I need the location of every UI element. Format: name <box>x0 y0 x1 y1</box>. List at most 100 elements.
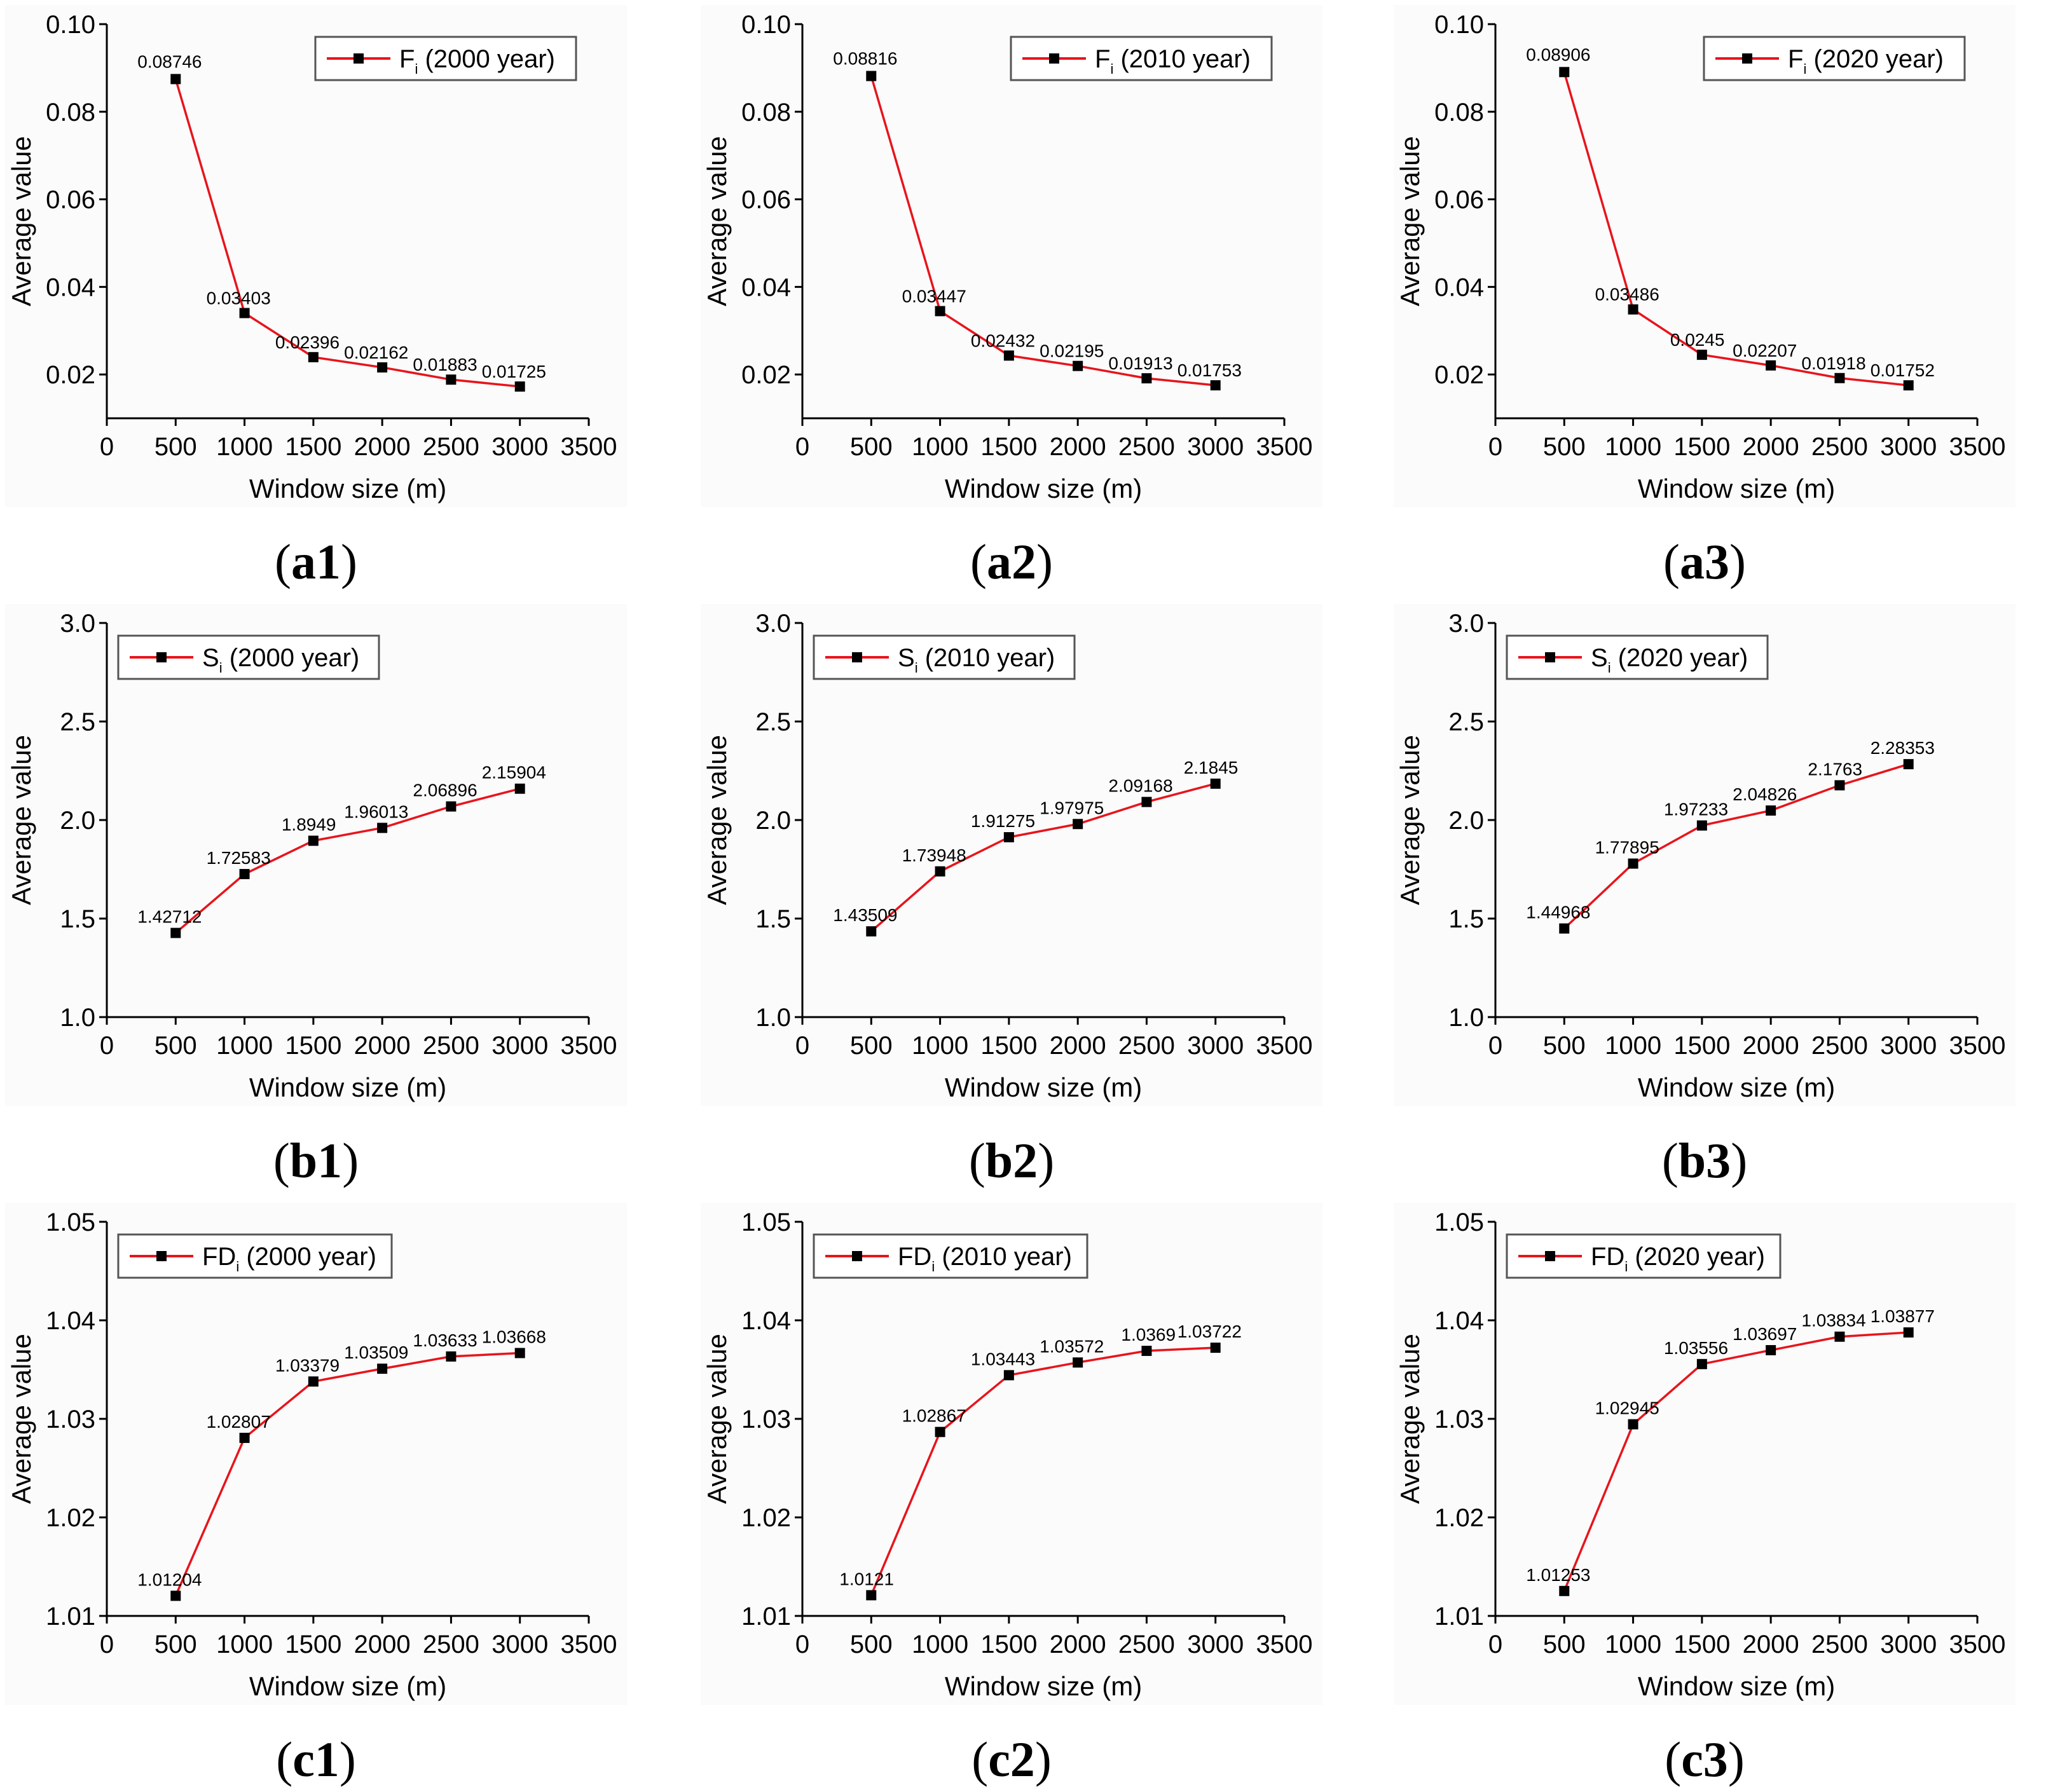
x-tick-label: 1500 <box>1673 1631 1730 1659</box>
x-tick-label: 3500 <box>1256 1032 1313 1060</box>
panel-background <box>1394 604 2015 1106</box>
y-tick-label: 1.02 <box>741 1504 791 1532</box>
x-tick-label: 1500 <box>1673 433 1730 461</box>
data-label: 2.1763 <box>1808 759 1862 779</box>
data-point <box>866 71 877 81</box>
data-point <box>1210 778 1221 789</box>
x-tick-label: 2000 <box>1050 433 1106 461</box>
x-tick-label: 500 <box>850 1631 893 1659</box>
x-tick-label: 2500 <box>1811 1032 1868 1060</box>
chart-panel: 0 500 1000 1500 2000 2500 3000 3500 1.0 1.5 2.0 2.5… <box>1394 604 2015 1188</box>
data-point <box>866 926 877 937</box>
x-tick-label: 500 <box>850 433 893 461</box>
x-tick-label: 3000 <box>1880 1032 1937 1060</box>
y-tick-label: 0.02 <box>741 361 791 389</box>
data-label: 1.03556 <box>1664 1338 1728 1358</box>
x-tick-label: 2000 <box>1743 1631 1799 1659</box>
y-tick-label: 3.0 <box>1448 610 1484 638</box>
y-tick-label: 1.01 <box>46 1603 95 1631</box>
data-label: 2.15904 <box>482 763 546 783</box>
x-tick-label: 3500 <box>561 433 617 461</box>
x-tick-label: 2500 <box>1118 1032 1175 1060</box>
data-point <box>1628 1419 1638 1430</box>
legend: Fi (2020 year) <box>1703 36 1966 81</box>
y-tick-label: 0.08 <box>46 99 95 127</box>
x-tick-label: 500 <box>154 433 197 461</box>
data-point <box>239 868 250 879</box>
y-tick-label: 1.5 <box>60 905 95 933</box>
legend-marker-swatch <box>1545 1251 1555 1261</box>
panel-background <box>5 1203 627 1705</box>
y-tick-label: 1.02 <box>1434 1504 1484 1532</box>
data-label: 1.0121 <box>839 1569 894 1589</box>
x-axis-title: Window size (m) <box>945 474 1142 503</box>
data-point <box>308 352 319 362</box>
data-label: 2.04826 <box>1733 784 1797 804</box>
x-tick-label: 3000 <box>491 1631 548 1659</box>
x-tick-label: 0 <box>795 433 809 461</box>
data-point <box>1766 360 1776 371</box>
data-point <box>1073 360 1083 371</box>
panel-label: (a1) <box>275 534 357 589</box>
data-point <box>1766 805 1776 816</box>
x-tick-label: 0 <box>100 1631 114 1659</box>
legend-label: Si (2020 year) <box>1591 644 1748 676</box>
y-tick-label: 0.06 <box>741 186 791 214</box>
x-tick-label: 2500 <box>423 1032 479 1060</box>
x-axis-title: Window size (m) <box>249 1671 446 1701</box>
x-tick-label: 1000 <box>912 433 968 461</box>
data-point <box>239 1432 250 1443</box>
data-point <box>1628 304 1638 315</box>
data-point <box>1141 797 1152 807</box>
data-label: 2.1845 <box>1184 758 1239 777</box>
legend-label: FDi (2020 year) <box>1591 1243 1765 1275</box>
series-line <box>1563 1331 1909 1592</box>
y-tick-label: 0.04 <box>1434 273 1484 301</box>
series-line <box>1563 763 1909 929</box>
y-tick-label: 1.05 <box>741 1208 791 1236</box>
x-tick-label: 1500 <box>980 1032 1037 1060</box>
legend-marker-swatch <box>156 652 167 662</box>
x-tick-label: 2500 <box>423 433 479 461</box>
panel-label: (b1) <box>273 1133 359 1188</box>
panel-label: (c2) <box>972 1732 1052 1787</box>
legend-box <box>117 634 380 680</box>
panel-background <box>1394 5 2015 507</box>
data-label: 0.02396 <box>275 332 340 352</box>
legend: Si (2000 year) <box>117 634 380 680</box>
data-label: 1.72583 <box>207 848 271 868</box>
x-tick-label: 1000 <box>216 1032 273 1060</box>
data-label: 1.02867 <box>902 1406 966 1426</box>
data-label: 2.06896 <box>413 781 477 800</box>
x-tick-label: 0 <box>100 1032 114 1060</box>
data-point <box>377 823 388 833</box>
y-tick-label: 2.5 <box>60 708 95 736</box>
panel-label: (b2) <box>969 1133 1054 1188</box>
y-tick-label: 0.06 <box>1434 186 1484 214</box>
series-line <box>870 1346 1216 1596</box>
y-axis-title: Average value <box>702 136 732 306</box>
data-label: 1.03633 <box>413 1330 477 1350</box>
y-tick-label: 1.04 <box>741 1307 791 1335</box>
data-label: 0.02162 <box>344 343 408 362</box>
x-tick-label: 0 <box>100 433 114 461</box>
x-tick-label: 1000 <box>1605 1631 1661 1659</box>
x-tick-label: 1000 <box>912 1631 968 1659</box>
data-label: 1.43509 <box>833 905 897 925</box>
x-tick-label: 1000 <box>1605 433 1661 461</box>
data-point <box>377 362 388 373</box>
legend-marker-swatch <box>354 53 364 64</box>
panel-label: (c3) <box>1665 1732 1745 1787</box>
y-tick-label: 1.05 <box>46 1208 95 1236</box>
series-line <box>870 783 1216 933</box>
y-tick-label: 0.04 <box>46 273 95 301</box>
y-tick-label: 0.10 <box>1434 11 1484 39</box>
x-tick-label: 0 <box>795 1631 809 1659</box>
data-label: 1.03722 <box>1178 1322 1242 1341</box>
data-point <box>170 1590 181 1601</box>
x-tick-label: 2000 <box>1050 1032 1106 1060</box>
data-label: 0.08906 <box>1526 44 1590 64</box>
data-point <box>377 1364 388 1374</box>
legend-marker-swatch <box>1742 53 1752 64</box>
series-line <box>1563 71 1909 386</box>
